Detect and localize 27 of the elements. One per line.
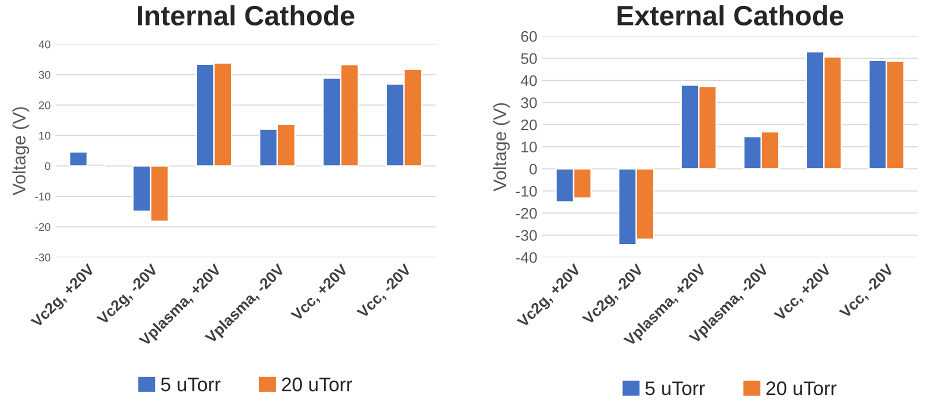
- y-tick-label: 40: [520, 75, 537, 86]
- y-tick-label: 20: [38, 101, 50, 110]
- y-tick-label: -30: [35, 254, 50, 262]
- y-tick-label: 60: [521, 31, 537, 42]
- y-tick-label: 10: [39, 132, 50, 140]
- y-tick-label: 30: [38, 70, 50, 79]
- legend-label: 5 uTorr: [161, 378, 220, 392]
- y-tick-label: 0: [530, 164, 537, 175]
- y-tick-label: 20: [521, 119, 537, 130]
- y-tick-label: -20: [35, 223, 50, 231]
- y-tick-label: -40: [516, 252, 537, 263]
- legend-label: 5 uTorr: [645, 382, 705, 396]
- y-tick-label: -10: [516, 186, 537, 197]
- y-tick-label: -20: [516, 208, 537, 219]
- y-tick-label: -30: [516, 230, 537, 241]
- y-tick-label: 50: [521, 53, 537, 64]
- legend-label: 20 uTorr: [766, 381, 836, 396]
- y-tick-label: 40: [38, 40, 50, 48]
- y-axis-title: Voltage (V): [12, 107, 30, 196]
- y-tick-label: 30: [521, 97, 537, 108]
- y-tick-label: 0: [45, 162, 50, 170]
- legend-label: 20 uTorr: [282, 378, 352, 392]
- y-tick-label: 10: [522, 142, 537, 152]
- chart-title: Internal Cathode: [138, 5, 354, 26]
- chart-title: External Cathode: [618, 5, 844, 26]
- y-axis-title: Voltage (V): [492, 103, 510, 192]
- y-tick-label: -10: [35, 192, 50, 201]
